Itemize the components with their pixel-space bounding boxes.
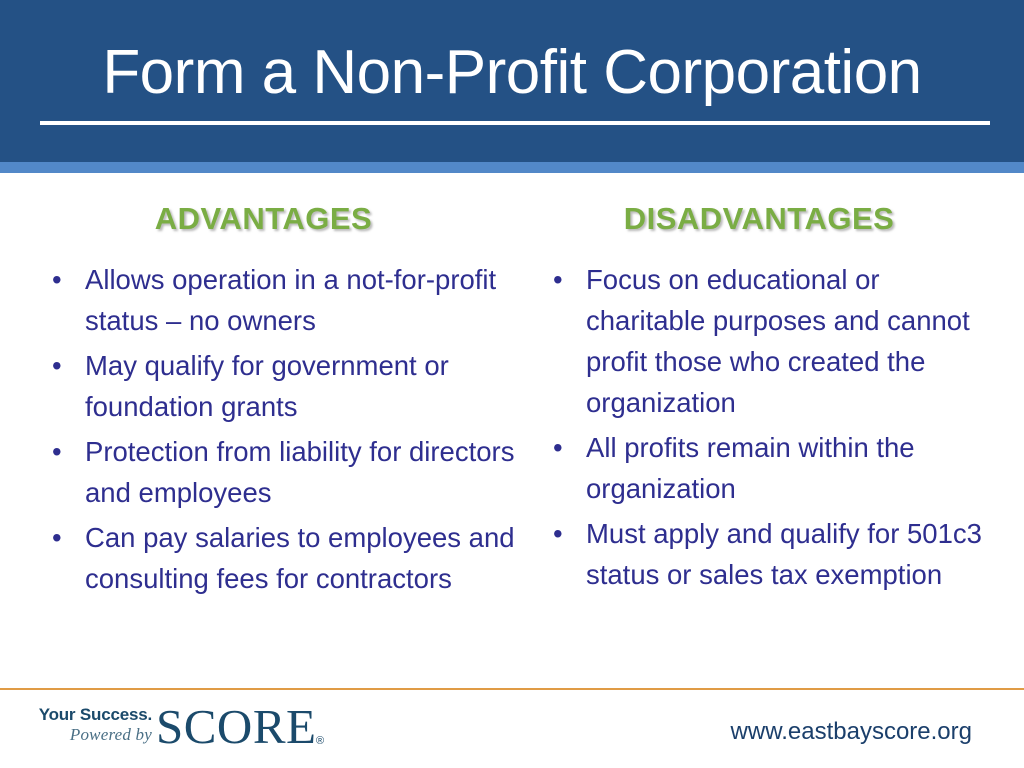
score-logo: Your Success. Powered by SCORE ® [30,699,330,756]
column-heading-disadvantages: DISADVANTAGES [623,201,895,236]
list-item-text: May qualify for government or foundation… [85,350,449,422]
list-item-text: Must apply and qualify for 501c3 status … [586,518,982,590]
footer-url: www.eastbayscore.org [730,718,972,745]
column-disadvantages: DISADVANTAGES • Focus on educational or … [528,173,998,599]
bullet-icon: • [52,350,62,381]
list-item: • Must apply and qualify for 501c3 statu… [528,513,998,595]
list-item-text: All profits remain within the organizati… [586,432,915,504]
column-advantages: ADVANTAGES • Allows operation in a not-f… [20,173,545,603]
title-underline [40,121,990,125]
list-item-text: Protection from liability for directors … [85,436,515,508]
header-accent-band [0,162,1024,173]
advantages-list: • Allows operation in a not-for-profit s… [20,259,545,599]
disadvantages-list: • Focus on educational or charitable pur… [528,259,998,595]
bullet-icon: • [52,522,62,553]
logo-tagline-top: Your Success. [38,705,153,724]
list-item: • All profits remain within the organiza… [528,427,998,509]
list-item-text: Can pay salaries to employees and consul… [85,522,515,594]
slide-body: ADVANTAGES • Allows operation in a not-f… [0,173,1024,685]
page-title: Form a Non-Profit Corporation [102,38,922,107]
list-item-text: Allows operation in a not-for-profit sta… [85,264,497,336]
bullet-icon: • [553,518,563,549]
registered-trademark-icon: ® [316,735,325,747]
column-heading-advantages: ADVANTAGES [154,201,373,236]
bullet-icon: • [52,436,62,467]
list-item: • May qualify for government or foundati… [20,345,545,427]
bullet-icon: • [553,432,563,463]
list-item: • Can pay salaries to employees and cons… [20,517,545,599]
list-item-text: Focus on educational or charitable purpo… [586,264,970,418]
footer-divider [0,688,1024,690]
slide-header: Form a Non-Profit Corporation [0,0,1024,162]
slide-footer: Your Success. Powered by SCORE ® www.eas… [0,690,1024,768]
list-item: • Focus on educational or charitable pur… [528,259,998,423]
list-item: • Protection from liability for director… [20,431,545,513]
list-item: • Allows operation in a not-for-profit s… [20,259,545,341]
logo-tagline: Your Success. Powered by [30,705,153,744]
bullet-icon: • [52,264,62,295]
logo-wordmark: SCORE [156,699,317,754]
bullet-icon: • [553,264,563,295]
logo-tagline-bottom: Powered by [69,725,152,744]
